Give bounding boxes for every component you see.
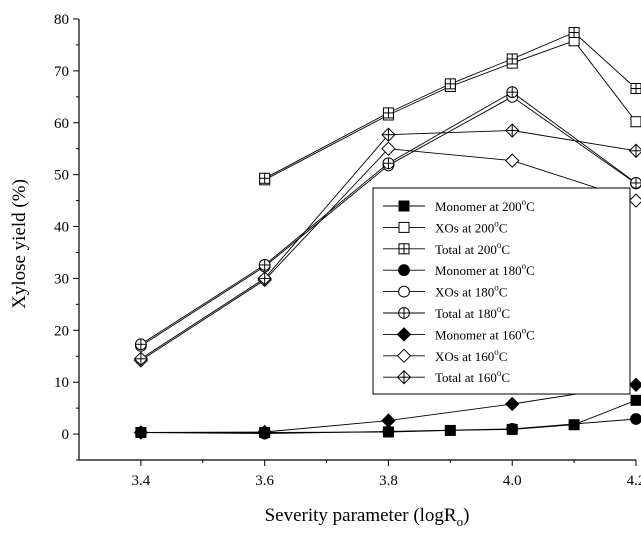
data-point — [505, 153, 520, 168]
y-tick-label: 80 — [54, 12, 69, 28]
x-tick-label: 4.2 — [627, 473, 641, 489]
data-point — [381, 141, 396, 156]
legend: Monomer at 200oC XOs at 200oC Total at 200… — [372, 187, 631, 395]
series-line — [264, 31, 637, 179]
legend-marker — [398, 264, 410, 277]
legend-item: XOs at 180oC — [383, 283, 507, 300]
x-axis-ticks: 3.4 3.6 3.8 4.0 4.2 — [132, 460, 641, 489]
series-1 — [259, 35, 641, 186]
data-point — [628, 193, 641, 208]
legend-marker — [396, 327, 412, 342]
legend-label: Monomer at 180oC — [435, 261, 535, 278]
y-tick-label: 0 — [62, 427, 70, 443]
legend-marker — [398, 200, 410, 212]
legend-label: Monomer at 200oC — [435, 197, 535, 214]
data-point — [568, 419, 580, 431]
x-tick-label: 3.8 — [379, 473, 398, 489]
series-6 — [133, 377, 641, 440]
legend-label: Monomer at 160oC — [435, 325, 535, 342]
legend-box — [372, 187, 631, 395]
legend-item: Monomer at 160oC — [383, 325, 535, 342]
series-2 — [259, 26, 641, 184]
legend-item: Total at 160oC — [383, 368, 510, 385]
y-axis-ticks: 0 10 20 30 40 50 60 70 80 — [54, 12, 79, 461]
y-tick-label: 10 — [54, 375, 69, 391]
legend-marker — [396, 348, 412, 364]
y-tick-label: 40 — [54, 220, 69, 236]
x-axis-title: Severity parameter (logRo) — [265, 505, 470, 529]
plot-axes — [78, 19, 636, 461]
x-tick-label: 4.0 — [503, 473, 522, 489]
legend-label: XOs at 180oC — [435, 283, 507, 300]
legend-label: Total at 180oC — [435, 304, 510, 321]
data-point — [630, 413, 641, 425]
series-8 — [133, 123, 641, 367]
legend-item: Total at 180oC — [383, 304, 510, 321]
legend-item: Total at 200oC — [383, 240, 510, 257]
y-tick-label: 70 — [54, 64, 69, 80]
data-point — [630, 116, 641, 128]
legend-label: XOs at 160oC — [435, 347, 507, 364]
legend-marker — [398, 285, 410, 298]
x-tick-label: 3.6 — [255, 473, 274, 489]
y-tick-label: 30 — [54, 271, 69, 287]
data-point — [505, 396, 520, 412]
data-point — [257, 424, 272, 440]
legend-label: Total at 200oC — [435, 240, 510, 257]
legend-item: XOs at 160oC — [383, 347, 507, 364]
x-tick-label: 3.4 — [132, 473, 151, 489]
data-point — [628, 377, 641, 392]
series-5 — [134, 86, 641, 351]
legend-label: XOs at 200oC — [435, 218, 507, 235]
y-tick-label: 50 — [54, 168, 69, 184]
series-line — [264, 40, 637, 181]
legend-marker — [398, 221, 410, 233]
y-axis-title: Xylose yield (%) — [9, 179, 30, 309]
y-tick-label: 60 — [54, 116, 69, 132]
data-point — [381, 413, 396, 428]
series-layer — [133, 26, 641, 440]
legend-item: XOs at 200oC — [383, 218, 507, 235]
data-point — [630, 394, 641, 406]
legend-item: Monomer at 200oC — [383, 197, 535, 214]
y-tick-label: 20 — [54, 323, 69, 339]
data-point — [133, 425, 149, 440]
data-point — [506, 422, 519, 435]
legend-item: Monomer at 180oC — [383, 261, 535, 278]
legend-label: Total at 160oC — [435, 368, 510, 385]
